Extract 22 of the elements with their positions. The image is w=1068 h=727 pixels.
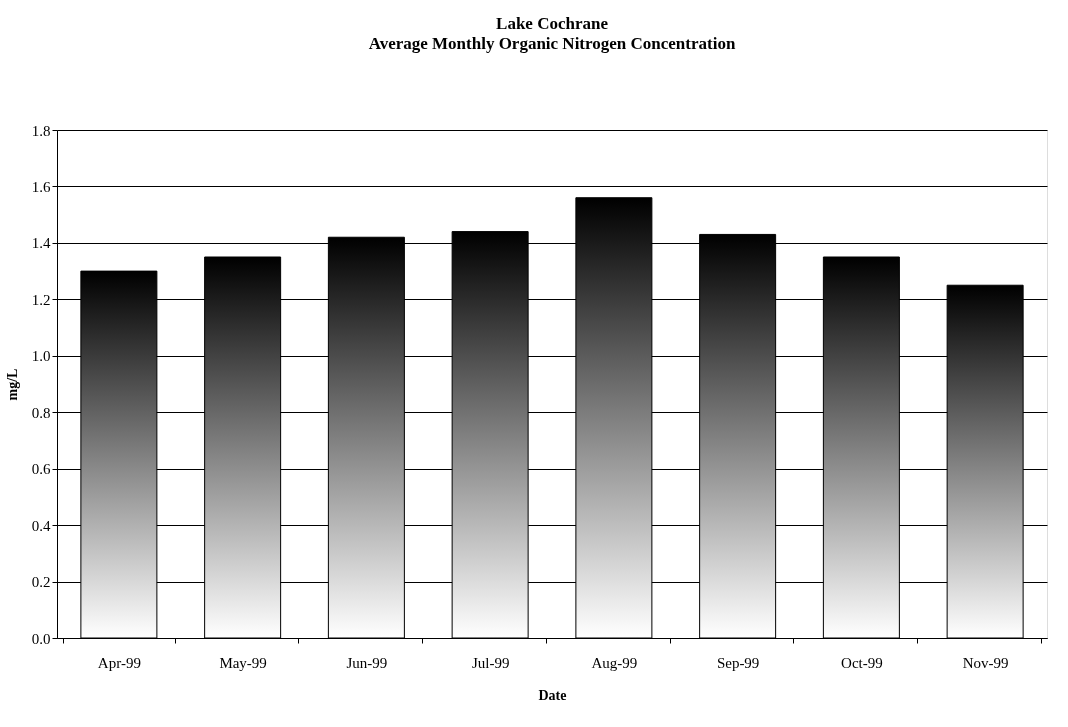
chart-subtitle: Average Monthly Organic Nitrogen Concentration <box>368 34 736 53</box>
y-tick-label: 1.0 <box>31 348 51 365</box>
y-tick-label: 1.4 <box>31 235 51 252</box>
y-tick-label: 1.6 <box>31 178 51 195</box>
y-axis-title: mg/L <box>4 368 20 401</box>
x-tick-label: May-99 <box>219 654 267 671</box>
y-tick-label: 0.2 <box>31 574 51 591</box>
x-axis-title: Date <box>538 687 567 703</box>
chart-title: Lake Cochrane <box>496 14 609 33</box>
y-tick-label: 0.8 <box>31 404 51 421</box>
y-tick-label: 1.8 <box>31 122 51 139</box>
x-tick-label: Aug-99 <box>591 654 638 671</box>
x-tick-label: Oct-99 <box>841 654 883 671</box>
x-tick-label: Apr-99 <box>97 654 141 671</box>
x-tick-label: Sep-99 <box>716 654 760 671</box>
y-tick-label: 1.2 <box>31 291 51 308</box>
y-tick-label: 0.6 <box>31 461 51 478</box>
x-tick-label: Jul-99 <box>471 654 510 671</box>
y-tick-label: 0.4 <box>31 517 51 534</box>
x-tick-label: Nov-99 <box>962 654 1009 671</box>
x-tick-label: Jun-99 <box>346 654 388 671</box>
y-tick-label: 0.0 <box>31 630 51 647</box>
